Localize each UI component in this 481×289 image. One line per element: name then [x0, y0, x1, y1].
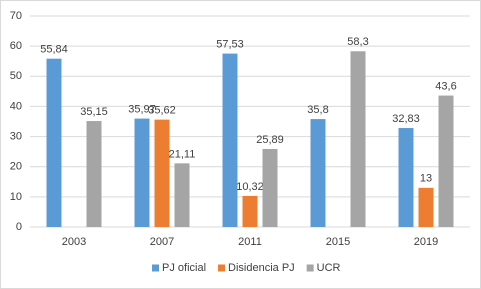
y-tick-label: 40 — [10, 100, 22, 112]
x-tick-label: 2015 — [326, 236, 350, 248]
value-label: 35,62 — [148, 105, 176, 117]
y-tick-label: 30 — [10, 130, 22, 142]
y-tick-label: 0 — [16, 221, 22, 233]
legend-label: UCR — [317, 262, 341, 274]
bar — [222, 53, 238, 228]
value-label: 55,84 — [40, 44, 68, 56]
bar — [134, 118, 150, 227]
y-tick-label: 60 — [10, 40, 22, 52]
x-tick-label: 2011 — [238, 236, 262, 248]
bar — [262, 148, 278, 227]
bar — [438, 95, 454, 227]
x-tick-label: 2003 — [62, 236, 86, 248]
value-label: 35,15 — [80, 106, 108, 118]
legend-swatch — [152, 264, 159, 272]
bar — [242, 195, 258, 227]
y-tick-label: 50 — [10, 70, 22, 82]
x-tick-label: 2019 — [414, 236, 438, 248]
bar — [350, 51, 366, 227]
y-tick-label: 10 — [10, 191, 22, 203]
value-label: 13 — [420, 173, 432, 185]
y-tick-label: 70 — [10, 10, 22, 22]
legend-swatch — [218, 264, 226, 272]
value-label: 21,11 — [169, 148, 196, 160]
x-tick-label: 2007 — [150, 236, 174, 248]
value-label: 57,53 — [216, 38, 244, 50]
legend-label: Disidencia PJ — [228, 262, 295, 274]
bar — [418, 187, 434, 227]
value-label: 32,83 — [392, 113, 420, 125]
value-label: 35,97 — [128, 103, 156, 115]
bar — [46, 58, 62, 228]
bar — [310, 119, 326, 227]
bar — [154, 119, 170, 227]
bar — [86, 121, 102, 227]
value-label: 43,6 — [435, 80, 456, 92]
bar — [398, 128, 414, 227]
bar — [174, 163, 190, 227]
value-label: 25,89 — [256, 134, 284, 146]
value-label: 10,32 — [236, 181, 264, 193]
value-label: 35,8 — [307, 104, 328, 116]
legend-swatch — [306, 264, 314, 272]
y-tick-label: 20 — [10, 161, 22, 173]
value-label: 58,3 — [347, 36, 368, 48]
legend-label: PJ oficial — [162, 262, 206, 274]
